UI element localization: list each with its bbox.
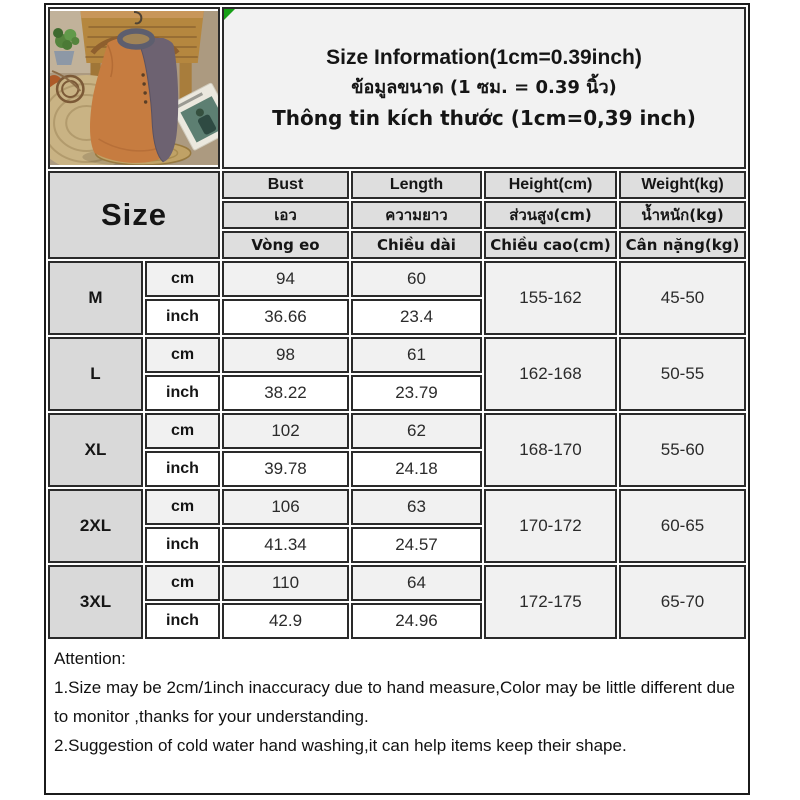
unit-label-inch: inch — [145, 603, 220, 639]
size-label: L — [48, 337, 143, 411]
size-chart-panel: Size Information(1cm=0.39inch) ข้อมูลขนา… — [44, 3, 750, 795]
col-header-weight-en: Weight(kg) — [619, 171, 747, 199]
unit-label-inch: inch — [145, 299, 220, 335]
bust-value: 42.9 — [222, 603, 349, 639]
size-row-l-cm: L cm 98 61 162-168 50-55 — [48, 337, 747, 411]
col-header-length-vi: Chiều dài — [351, 231, 482, 259]
unit-label-cm: cm — [145, 413, 220, 449]
length-value: 64 — [351, 565, 482, 601]
length-value: 23.4 — [351, 299, 482, 335]
attention-line-1: 1.Size may be 2cm/1inch inaccuracy due t… — [54, 678, 735, 726]
bust-value: 41.34 — [222, 527, 349, 563]
length-value: 60 — [351, 261, 482, 297]
attention-section: Attention: 1.Size may be 2cm/1inch inacc… — [46, 641, 748, 760]
length-value: 24.18 — [351, 451, 482, 487]
attention-line-2: 2.Suggestion of cold water hand washing,… — [54, 736, 627, 755]
col-header-height-vi: Chiều cao(cm) — [484, 231, 617, 259]
height-range: 162-168 — [484, 337, 617, 411]
weight-range: 60-65 — [619, 489, 747, 563]
col-header-weight-vi: Cân nặng(kg) — [619, 231, 747, 259]
unit-label-cm: cm — [145, 565, 220, 601]
height-range: 170-172 — [484, 489, 617, 563]
col-header-length-en: Length — [351, 171, 482, 199]
length-value: 24.96 — [351, 603, 482, 639]
col-header-bust-en: Bust — [222, 171, 349, 199]
header-row: Size Information(1cm=0.39inch) ข้อมูลขนา… — [48, 7, 747, 169]
weight-range: 45-50 — [619, 261, 747, 335]
unit-label-inch: inch — [145, 451, 220, 487]
height-range: 168-170 — [484, 413, 617, 487]
col-header-bust-vi: Vòng eo — [222, 231, 349, 259]
length-value: 24.57 — [351, 527, 482, 563]
col-header-weight-th: น้ำหนัก(kg) — [619, 201, 747, 229]
col-header-length-th: ความยาว — [351, 201, 482, 229]
bust-value: 102 — [222, 413, 349, 449]
weight-range: 50-55 — [619, 337, 747, 411]
size-table: Size Information(1cm=0.39inch) ข้อมูลขนา… — [46, 5, 748, 641]
col-header-bust-th: เอว — [222, 201, 349, 229]
size-row-l-inch: inch 38.22 23.79 — [48, 375, 746, 411]
length-value: 63 — [351, 489, 482, 525]
length-value: 62 — [351, 413, 482, 449]
size-row-xl-inch: inch 39.78 24.18 — [48, 451, 746, 487]
size-row-m-cm: M cm 94 60 155-162 45-50 — [48, 261, 747, 335]
size-row-2xl-cm: 2XL cm 106 63 170-172 60-65 — [48, 489, 747, 563]
bust-value: 38.22 — [222, 375, 349, 411]
title-thai: ข้อมูลขนาด (1 ซม. = 0.39 นิ้ว) — [351, 77, 617, 98]
title-cell: Size Information(1cm=0.39inch) ข้อมูลขนา… — [222, 7, 747, 169]
unit-label-cm: cm — [145, 489, 220, 525]
bust-value: 39.78 — [222, 451, 349, 487]
column-header-row-vi: Vòng eo Chiều dài Chiều cao(cm) Cân nặng… — [48, 231, 747, 259]
size-label: 2XL — [48, 489, 143, 563]
product-photo-cell — [48, 7, 220, 169]
bust-value: 36.66 — [222, 299, 349, 335]
bust-value: 94 — [222, 261, 349, 297]
col-header-height-th: ส่วนสูง(cm) — [484, 201, 617, 229]
length-value: 23.79 — [351, 375, 482, 411]
column-header-row-en: Size Bust Length Height(cm) Weight(kg) — [48, 171, 747, 259]
unit-label-inch: inch — [145, 375, 220, 411]
weight-range: 65-70 — [619, 565, 747, 639]
size-row-3xl-cm: 3XL cm 110 64 172-175 65-70 — [48, 565, 747, 639]
size-header-cell: Size — [48, 171, 220, 259]
unit-label-cm: cm — [145, 261, 220, 297]
size-row-2xl-inch: inch 41.34 24.57 — [48, 527, 746, 563]
column-header-row-th: เอว ความยาว ส่วนสูง(cm) น้ำหนัก(kg) — [48, 201, 747, 229]
bust-value: 106 — [222, 489, 349, 525]
size-label: M — [48, 261, 143, 335]
green-corner-marker — [224, 9, 235, 20]
size-row-xl-cm: XL cm 102 62 168-170 55-60 — [48, 413, 747, 487]
title-english: Size Information(1cm=0.39inch) — [326, 46, 642, 69]
bust-value: 98 — [222, 337, 349, 373]
length-value: 61 — [351, 337, 482, 373]
attention-heading: Attention: — [54, 649, 126, 668]
height-range: 172-175 — [484, 565, 617, 639]
size-row-m-inch: inch 36.66 23.4 — [48, 299, 746, 335]
bust-value: 110 — [222, 565, 349, 601]
unit-label-inch: inch — [145, 527, 220, 563]
height-range: 155-162 — [484, 261, 617, 335]
title-vietnamese: Thông tin kích thước (1cm=0,39 inch) — [272, 106, 696, 130]
product-photo — [50, 11, 218, 165]
col-header-height-en: Height(cm) — [484, 171, 617, 199]
size-label: XL — [48, 413, 143, 487]
size-label: 3XL — [48, 565, 143, 639]
unit-label-cm: cm — [145, 337, 220, 373]
weight-range: 55-60 — [619, 413, 747, 487]
size-row-3xl-inch: inch 42.9 24.96 — [48, 603, 746, 639]
